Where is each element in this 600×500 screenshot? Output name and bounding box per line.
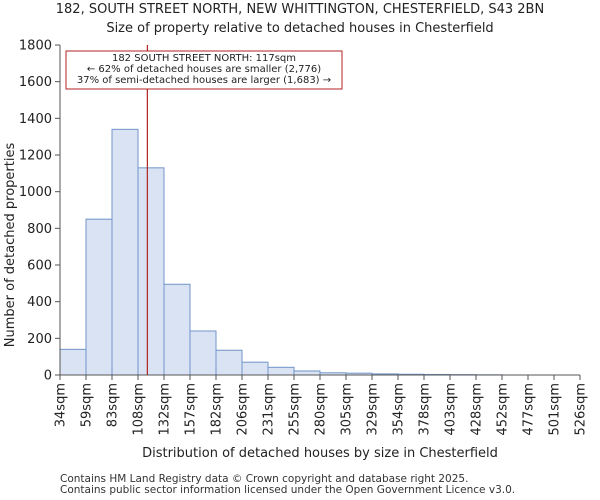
- bar-108sqm: [137, 167, 165, 376]
- bar-255sqm: [293, 370, 321, 376]
- x-tick-label: 428sqm: [470, 383, 485, 436]
- y-tick-label: 1200: [19, 149, 52, 164]
- bar-132sqm: [163, 283, 191, 376]
- y-tick-label: 1800: [19, 39, 52, 54]
- marker-group: 182 SOUTH STREET NORTH: 117sqm← 62% of d…: [65, 45, 343, 375]
- x-tick-label: 108sqm: [132, 383, 147, 436]
- x-tick-label: 83sqm: [106, 383, 121, 427]
- bar-59sqm: [85, 218, 113, 376]
- x-axis-label: Distribution of detached houses by size …: [142, 446, 498, 461]
- y-tick-label: 400: [27, 295, 52, 310]
- x-tick-label: 378sqm: [418, 383, 433, 436]
- x-tick-label: 477sqm: [522, 383, 537, 436]
- x-tick-label: 34sqm: [54, 383, 69, 427]
- x-tick-label: 182sqm: [210, 383, 225, 436]
- bar-83sqm: [111, 128, 139, 376]
- bars-group: [59, 128, 503, 376]
- x-tick-label: 59sqm: [80, 383, 95, 427]
- footer-line-1: Contains HM Land Registry data © Crown c…: [60, 473, 469, 485]
- chart-title: 182, SOUTH STREET NORTH, NEW WHITTINGTON…: [55, 2, 545, 17]
- bar-157sqm: [189, 330, 217, 376]
- annotation-box: [65, 50, 343, 90]
- x-tick-label: 157sqm: [184, 383, 199, 436]
- x-tick-label: 255sqm: [288, 383, 303, 436]
- x-tick-label: 206sqm: [236, 383, 251, 436]
- y-tick-label: 200: [27, 332, 52, 347]
- bar-34sqm: [59, 348, 87, 376]
- annotation-line-3: 37% of semi-detached houses are larger (…: [77, 75, 331, 86]
- x-tick-label: 452sqm: [496, 383, 511, 436]
- x-tick-label: 526sqm: [574, 383, 589, 436]
- bar-182sqm: [215, 349, 243, 376]
- x-tick-label: 231sqm: [262, 383, 277, 436]
- x-tick-label: 501sqm: [548, 383, 563, 436]
- bar-231sqm: [267, 366, 295, 376]
- x-tick-label: 132sqm: [158, 383, 173, 436]
- x-tick-label: 280sqm: [314, 383, 329, 436]
- x-tick-label: 403sqm: [444, 383, 459, 436]
- y-tick-label: 800: [27, 222, 52, 237]
- x-tick-label: 354sqm: [392, 383, 407, 436]
- annotation-line-1: 182 SOUTH STREET NORTH: 117sqm: [112, 53, 296, 64]
- x-tick-label: 329sqm: [366, 383, 381, 436]
- footer-line-2: Contains public sector information licen…: [60, 484, 516, 496]
- y-tick-label: 1000: [19, 185, 52, 200]
- y-tick-label: 0: [44, 369, 52, 384]
- y-tick-label: 1400: [19, 112, 52, 127]
- annotation-line-2: ← 62% of detached houses are smaller (2,…: [87, 64, 321, 75]
- chart-subtitle: Size of property relative to detached ho…: [106, 21, 494, 36]
- x-tick-label: 305sqm: [340, 383, 355, 436]
- y-axis-label: Number of detached properties: [3, 143, 18, 348]
- y-tick-label: 1600: [19, 75, 52, 90]
- bar-206sqm: [241, 361, 269, 376]
- ticks-group: 0 200 400 600 800 1000 1200 1400 1600 1800 34sqm 59…: [19, 39, 589, 436]
- y-tick-label: 600: [27, 259, 52, 274]
